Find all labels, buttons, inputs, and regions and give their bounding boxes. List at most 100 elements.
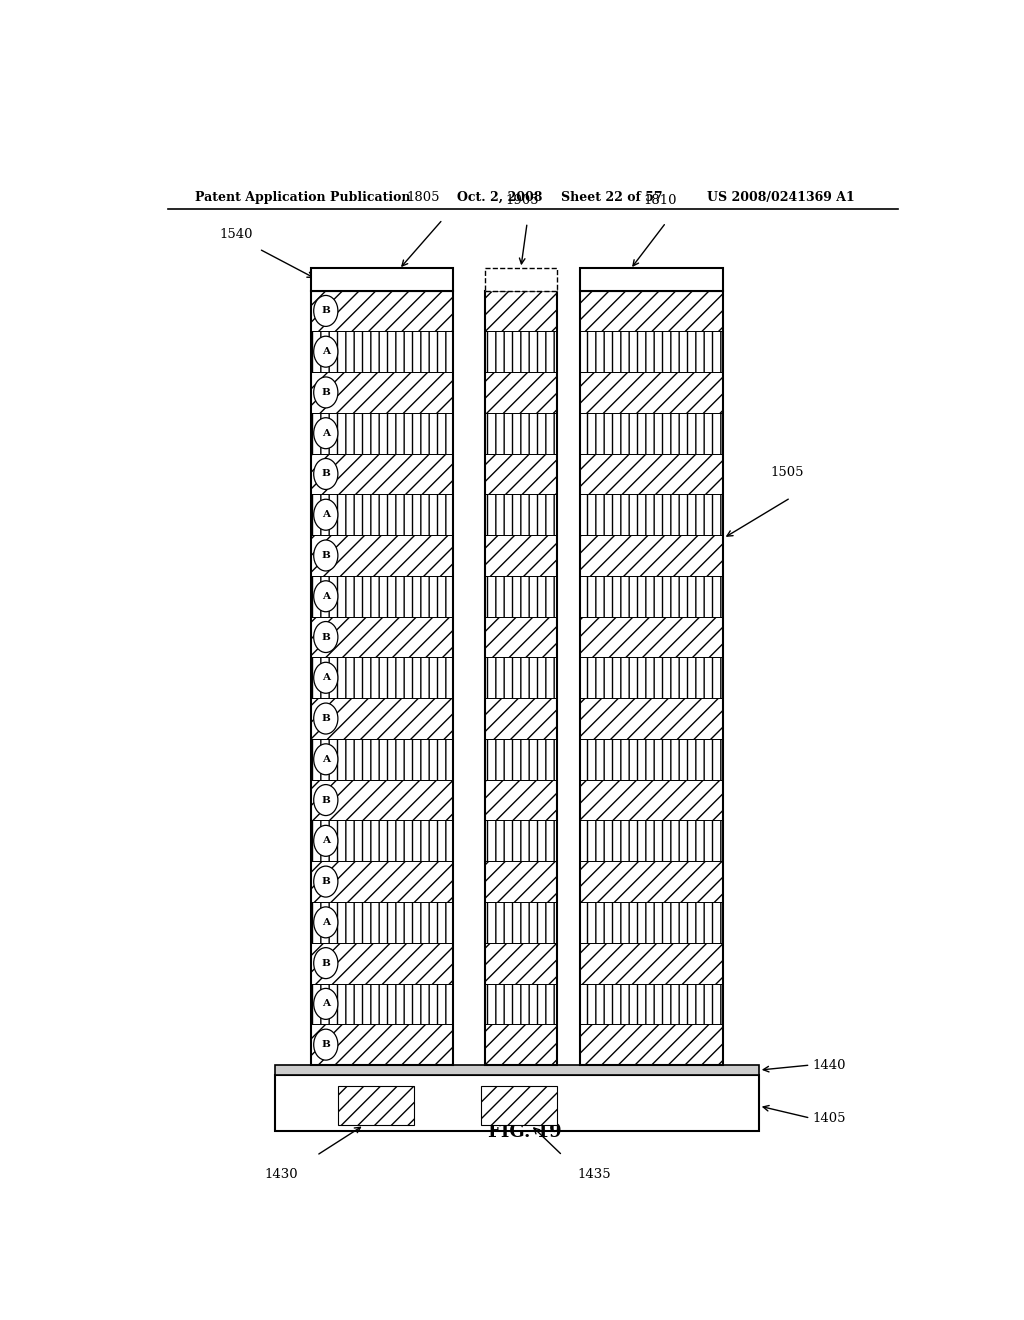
Text: 1505: 1505 [771, 466, 804, 479]
Bar [485, 290, 557, 331]
Bar [581, 413, 723, 454]
Bar [581, 495, 723, 535]
Bar [485, 535, 557, 576]
Bar [310, 616, 454, 657]
Text: Patent Application Publication: Patent Application Publication [196, 190, 411, 203]
Text: B: B [322, 876, 330, 886]
Text: B: B [322, 1040, 330, 1049]
Bar [581, 861, 723, 902]
Bar [485, 331, 557, 372]
Bar [310, 495, 454, 535]
Bar [581, 372, 723, 413]
Text: A: A [322, 511, 330, 519]
Circle shape [313, 458, 338, 490]
Bar [310, 821, 454, 861]
Circle shape [313, 499, 338, 531]
Bar [581, 942, 723, 983]
Circle shape [313, 825, 338, 857]
Bar [581, 454, 723, 495]
Text: 1435: 1435 [578, 1168, 611, 1180]
Circle shape [313, 704, 338, 734]
Bar [581, 821, 723, 861]
Bar [310, 657, 454, 698]
Bar [485, 657, 557, 698]
Text: US 2008/0241369 A1: US 2008/0241369 A1 [708, 190, 855, 203]
Bar [581, 983, 723, 1024]
Text: B: B [322, 632, 330, 642]
Text: Oct. 2, 2008: Oct. 2, 2008 [458, 190, 543, 203]
Bar [310, 413, 454, 454]
Text: 1540: 1540 [219, 228, 253, 240]
Bar [481, 1086, 557, 1125]
Text: A: A [322, 673, 330, 682]
Bar [581, 902, 723, 942]
Circle shape [313, 907, 338, 937]
Bar [485, 372, 557, 413]
Circle shape [313, 948, 338, 978]
Bar [310, 290, 454, 331]
Bar [310, 780, 454, 821]
Circle shape [313, 866, 338, 898]
Bar [581, 290, 723, 331]
Bar [310, 861, 454, 902]
Text: 1805: 1805 [407, 191, 439, 205]
Text: B: B [322, 306, 330, 315]
Bar [274, 1065, 759, 1076]
Bar [581, 1024, 723, 1065]
Bar [581, 698, 723, 739]
Circle shape [313, 417, 338, 449]
Circle shape [313, 1030, 338, 1060]
Bar [310, 902, 454, 942]
Bar [485, 290, 557, 1065]
Bar [310, 942, 454, 983]
Bar [485, 495, 557, 535]
Bar [581, 331, 723, 372]
Bar [581, 576, 723, 616]
Text: A: A [322, 429, 330, 438]
Bar [274, 1076, 759, 1131]
Circle shape [313, 743, 338, 775]
Circle shape [313, 989, 338, 1019]
Text: A: A [322, 999, 330, 1008]
Text: B: B [322, 388, 330, 397]
Text: FIG. 19: FIG. 19 [488, 1123, 561, 1140]
Bar [485, 739, 557, 780]
Bar [581, 290, 723, 1065]
Bar [581, 616, 723, 657]
Bar [485, 942, 557, 983]
Bar [310, 268, 454, 290]
Text: B: B [322, 550, 330, 560]
Text: 1905: 1905 [506, 194, 540, 207]
Text: B: B [322, 470, 330, 478]
Bar [485, 1024, 557, 1065]
Bar [310, 739, 454, 780]
Text: 1440: 1440 [813, 1059, 847, 1072]
Bar [310, 372, 454, 413]
Bar [485, 698, 557, 739]
Text: A: A [322, 347, 330, 356]
Bar [581, 657, 723, 698]
Text: A: A [322, 917, 330, 927]
Bar [485, 821, 557, 861]
Bar [485, 780, 557, 821]
Bar [485, 902, 557, 942]
Bar [485, 861, 557, 902]
Circle shape [313, 378, 338, 408]
Bar [581, 535, 723, 576]
Circle shape [313, 540, 338, 572]
Text: 1405: 1405 [813, 1111, 847, 1125]
Text: 1810: 1810 [644, 194, 677, 207]
Bar [485, 413, 557, 454]
Bar [581, 739, 723, 780]
Bar [310, 576, 454, 616]
Text: Sheet 22 of 57: Sheet 22 of 57 [560, 190, 663, 203]
Bar [485, 454, 557, 495]
Bar [485, 983, 557, 1024]
Bar [581, 780, 723, 821]
Circle shape [313, 784, 338, 816]
Bar [485, 268, 557, 290]
Text: A: A [322, 755, 330, 764]
Bar [310, 331, 454, 372]
Bar [310, 535, 454, 576]
Circle shape [313, 622, 338, 652]
